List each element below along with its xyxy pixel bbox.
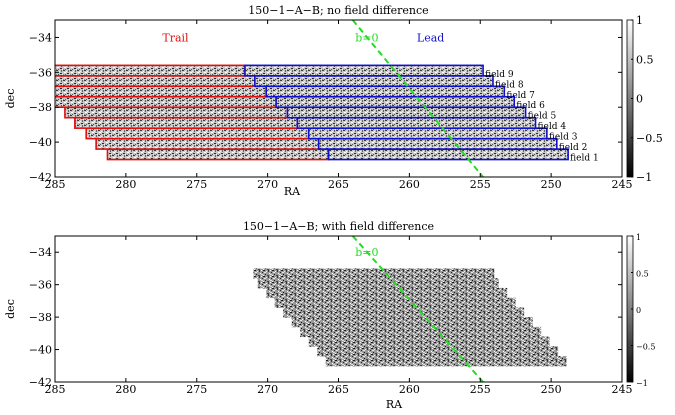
x-tick-label: 285: [45, 383, 66, 396]
x-tick-label: 265: [328, 383, 349, 396]
trail-field-7: [55, 85, 268, 98]
trail-field-4: [74, 116, 299, 129]
chart-title: 150−1−A−B; no field difference: [248, 4, 428, 17]
y-tick-label: −40: [29, 136, 52, 149]
colorbar-tick-label: 0: [636, 93, 643, 106]
x-tick-label: 245: [612, 383, 633, 396]
panel-with-field-difference: 150−1−A−B; with field difference b=0 285 28…: [4, 220, 655, 411]
trail-field-3: [85, 127, 310, 140]
field-label: field 6: [516, 101, 545, 111]
x-tick-label: 280: [115, 178, 136, 191]
lead-field-4: [296, 116, 537, 129]
trail-field-1: [106, 148, 330, 161]
y-tick-label: −34: [29, 31, 52, 44]
field-label: field 1: [570, 154, 599, 164]
colorbar-tick-label: 1: [636, 14, 643, 27]
difference-strip-1: [325, 356, 567, 367]
lead-field-6: [275, 95, 516, 109]
field-label: field 9: [485, 70, 514, 80]
y-tick-label: −36: [29, 279, 52, 292]
x-axis-label: RA: [386, 398, 403, 411]
difference-strip-2: [317, 346, 559, 357]
x-tick-label: 280: [115, 383, 136, 396]
b0-label: b=0: [355, 246, 378, 259]
y-axis-label: dec: [4, 89, 17, 109]
lead-field-3: [307, 127, 548, 140]
chart-title: 150−1−A−B; with field difference: [243, 220, 434, 233]
colorbar-tick-label: −0.5: [636, 132, 663, 145]
y-tick-label: −40: [29, 344, 52, 357]
field-label: field 7: [506, 91, 535, 101]
lead-field-1: [327, 148, 569, 161]
trail-field-2: [95, 137, 320, 150]
difference-strip-9: [257, 278, 499, 289]
colorbar-tick-label: −0.5: [636, 343, 655, 352]
y-tick-label: −34: [29, 246, 52, 259]
plot-area: [55, 20, 569, 177]
trail-field-8: [55, 75, 256, 88]
x-tick-label: 245: [612, 178, 633, 191]
x-tick-label: 275: [186, 383, 207, 396]
region-label: Trail: [162, 31, 189, 44]
x-tick-label: 265: [328, 178, 349, 191]
b0-label: b=0: [355, 31, 378, 44]
y-tick-label: −38: [29, 101, 52, 114]
x-axis-label: RA: [284, 185, 301, 198]
lead-field-7: [265, 85, 506, 98]
colorbar-tick-label: −1: [636, 379, 648, 388]
difference-strip-8: [266, 287, 508, 299]
x-tick-label: 285: [45, 178, 66, 191]
difference-strip-7: [274, 297, 516, 308]
x-tick-label: 255: [470, 178, 491, 191]
y-tick-label: −38: [29, 311, 52, 324]
b0-line: [351, 236, 484, 382]
field-label: field 8: [495, 80, 524, 90]
difference-strip-5: [291, 317, 533, 328]
x-tick-label: 275: [186, 178, 207, 191]
x-tick-label: 255: [470, 383, 491, 396]
field-label: field 2: [559, 143, 588, 153]
field-label: field 5: [528, 112, 557, 122]
colorbar-tick-label: 0: [636, 306, 641, 315]
field-label: field 4: [538, 122, 567, 132]
trail-field-6: [55, 95, 277, 109]
x-tick-label: 270: [257, 383, 278, 396]
x-tick-label: 250: [541, 178, 562, 191]
y-tick-label: −42: [29, 171, 52, 184]
x-tick-label: 260: [399, 178, 420, 191]
lead-field-9: [244, 64, 484, 77]
region-label: Lead: [417, 31, 444, 44]
difference-strip-3: [308, 336, 550, 347]
colorbar-tick-label: −1: [636, 171, 652, 184]
lead-field-2: [317, 137, 558, 150]
colorbar-tick-label: 0.5: [636, 270, 649, 279]
x-tick-label: 250: [541, 383, 562, 396]
colorbar-tick-label: 0.5: [636, 53, 654, 66]
b0-line: [351, 20, 484, 177]
y-axis-label: dec: [4, 299, 17, 319]
y-tick-label: −36: [29, 66, 52, 79]
difference-strip-4: [300, 326, 542, 338]
field-label: field 3: [549, 133, 578, 143]
colorbar-tick-label: 1: [636, 233, 641, 242]
difference-strip-10: [253, 268, 495, 279]
trail-field-5: [64, 106, 289, 119]
lead-field-5: [286, 106, 527, 119]
x-tick-label: 260: [399, 383, 420, 396]
y-tick-label: −42: [29, 376, 52, 389]
lead-field-8: [254, 75, 494, 88]
x-tick-label: 270: [257, 178, 278, 191]
plot-area: [253, 236, 567, 382]
difference-strip-6: [283, 307, 525, 318]
trail-field-9: [55, 64, 246, 77]
